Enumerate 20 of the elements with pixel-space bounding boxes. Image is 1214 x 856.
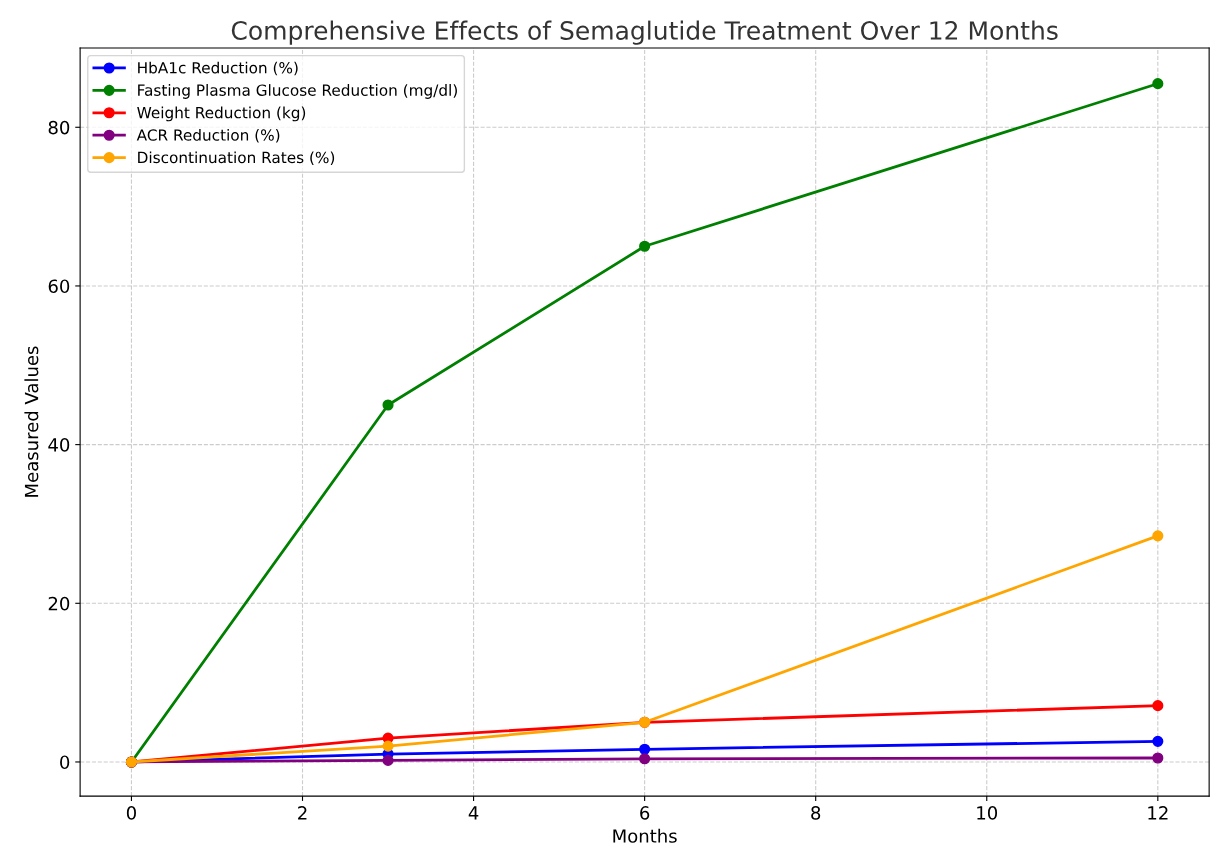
y-tick-label: 40 <box>48 438 70 452</box>
x-tick-label: 10 <box>977 806 998 820</box>
legend-label: Weight Reduction (kg) <box>137 106 306 122</box>
x-tick-label: 2 <box>298 806 307 820</box>
x-tick-label: 8 <box>811 806 821 820</box>
x-tick-label: 0 <box>126 806 136 820</box>
y-tick-label: 0 <box>60 755 70 770</box>
y-tick-label: 60 <box>48 279 70 294</box>
x-tick-label: 6 <box>640 806 650 820</box>
legend-label: Fasting Plasma Glucose Reduction (mg/dl) <box>138 84 457 99</box>
legend-label: ACR Reduction (%) <box>136 128 280 143</box>
legend-label: HbA1c Reduction (%) <box>138 61 298 76</box>
y-axis-title: Measured Values <box>24 346 39 497</box>
x-tick-label: 4 <box>468 806 479 820</box>
chart-title: Comprehensive Effects of Semaglutide Treatment Over 12 Months <box>231 20 1058 45</box>
y-tick-label: 80 <box>48 120 70 135</box>
x-tick-label: 12 <box>1148 806 1168 820</box>
y-tick-label: 20 <box>48 596 70 611</box>
legend-label: Discontinuation Rates (%) <box>138 151 335 166</box>
x-axis-title: Months <box>613 828 677 843</box>
